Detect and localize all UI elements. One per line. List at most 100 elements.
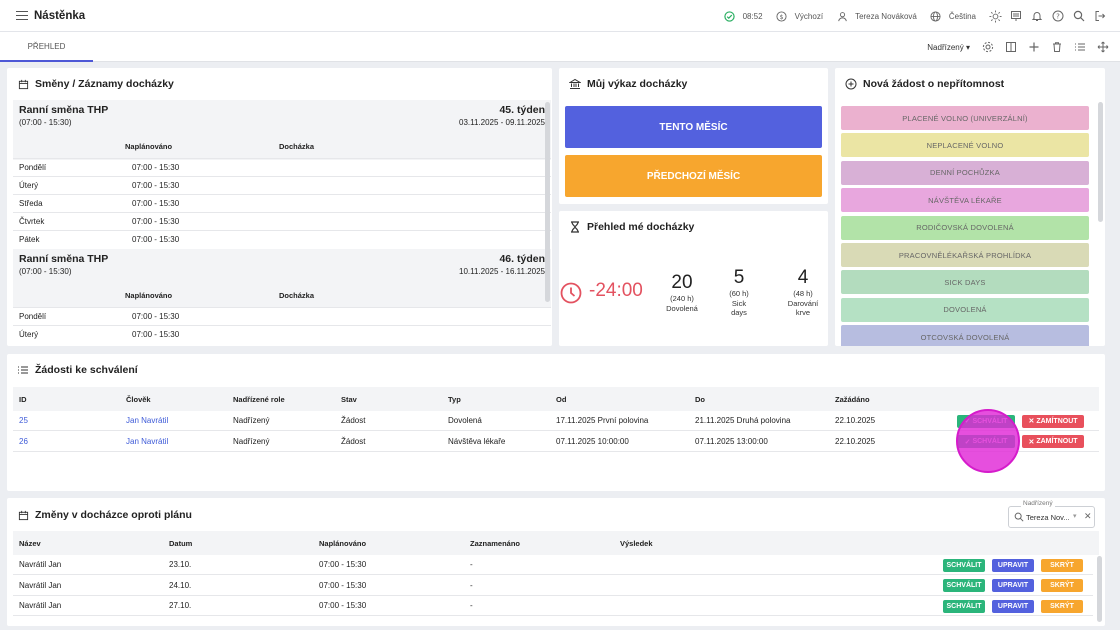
hide-button[interactable]: SKRÝT	[1041, 599, 1083, 613]
col-requested: Zažádáno	[835, 394, 870, 404]
absence-type-button[interactable]: PRACOVNĚLÉKAŘSKÁ PROHLÍDKA	[841, 243, 1089, 267]
day-planned: 07:00 - 15:30	[132, 330, 180, 339]
reject-button[interactable]: ✕ ZAMÍTNOUT	[1022, 414, 1084, 428]
bank-icon	[569, 78, 581, 90]
supervisor-filter[interactable]: Nadřízený Tereza Nov... ▾ ✕	[1008, 500, 1095, 528]
bell-icon[interactable]	[1029, 8, 1045, 24]
hourglass-icon	[569, 221, 581, 233]
request-type: Dovolená	[448, 416, 482, 425]
hide-button[interactable]: SKRÝT	[1041, 558, 1083, 572]
request-person[interactable]: Jan Navrátil	[126, 436, 169, 446]
col-recorded: Zaznamenáno	[470, 538, 521, 548]
hide-button[interactable]: SKRÝT	[1041, 579, 1083, 592]
col-date: Datum	[169, 538, 193, 548]
card-title: Přehled mé docházky	[587, 221, 695, 233]
globe-icon	[928, 8, 944, 24]
day-planned: 07:00 - 15:30	[132, 217, 180, 226]
change-planned: 07:00 - 15:30	[319, 560, 367, 569]
change-date: 23.10.	[169, 560, 192, 569]
table-header: ID Člověk Nadřízené role Stav Typ Od Do …	[13, 387, 1099, 411]
col-state: Stav	[341, 394, 357, 404]
absence-type-button[interactable]: RODIČOVSKÁ DOVOLENÁ	[841, 215, 1089, 240]
language-selector[interactable]: Čeština	[948, 11, 976, 21]
list-icon	[17, 364, 29, 376]
day-planned: 07:00 - 15:30	[132, 163, 180, 172]
approve-button[interactable]: SCHVÁLIT	[943, 579, 985, 592]
balance-hours: (240 h)	[670, 293, 694, 303]
layout-icon[interactable]	[1002, 38, 1020, 56]
col-attendance: Docházka	[279, 142, 315, 151]
absence-type-button[interactable]: NEPLACENÉ VOLNO	[841, 133, 1089, 158]
balance-label: Darování krve	[787, 298, 819, 318]
absence-type-button[interactable]: NÁVŠTĚVA LÉKAŘE	[841, 188, 1089, 213]
reject-label: ZAMÍTNOUT	[1036, 417, 1078, 425]
role-selector-label: Nadřízený	[927, 42, 964, 52]
table-row: 25 Jan Navrátil Nadřízený Žádost Dovolená 17.…	[13, 411, 1099, 431]
search-icon	[1014, 512, 1024, 524]
request-from: 17.11.2025 První polovina	[556, 416, 649, 425]
col-from: Od	[556, 394, 567, 404]
approve-button[interactable]: SCHVÁLIT	[943, 558, 985, 572]
help-icon[interactable]: ?	[1050, 8, 1066, 24]
currency-selector[interactable]: Výchozí	[794, 11, 824, 21]
request-state: Žádost	[341, 436, 366, 446]
request-person[interactable]: Jan Navrátil	[126, 416, 169, 425]
sun-icon[interactable]	[987, 8, 1003, 24]
table-row: Čtvrtek 07:00 - 15:30	[13, 212, 551, 230]
change-planned: 07:00 - 15:30	[319, 580, 367, 590]
table-row: Navrátil Jan 27.10. 07:00 - 15:30 - SCHVÁLIT…	[13, 596, 1093, 616]
balance-item: 5 (60 h) Sick days	[721, 267, 757, 318]
news-icon[interactable]	[1008, 8, 1024, 24]
calendar-icon	[17, 78, 29, 90]
reject-button[interactable]: ✕ ZAMÍTNOUT	[1022, 435, 1084, 448]
filter-value: Tereza Nov...	[1026, 513, 1070, 522]
clear-icon[interactable]: ✕	[1084, 511, 1092, 521]
previous-month-button[interactable]: PŘEDCHOZÍ MĚSÍC	[565, 155, 822, 197]
role-selector[interactable]: Nadřízený ▾	[927, 42, 970, 52]
table-row: Pondělí 07:00 - 15:30	[13, 158, 551, 176]
move-icon[interactable]	[1094, 38, 1112, 56]
request-id[interactable]: 26	[19, 436, 28, 446]
scrollbar[interactable]	[545, 102, 550, 302]
scrollbar[interactable]	[1097, 556, 1102, 622]
add-icon[interactable]	[1025, 38, 1043, 56]
request-from: 07.11.2025 10:00:00	[556, 436, 629, 446]
table-row: Pondělí 07:00 - 15:30	[13, 307, 551, 325]
absence-type-button[interactable]: SICK DAYS	[841, 270, 1089, 295]
request-id[interactable]: 25	[19, 416, 28, 425]
svg-text:?: ?	[1056, 13, 1060, 21]
day-name: Čtvrtek	[19, 217, 45, 226]
absence-type-button[interactable]: OTCOVSKÁ DOVOLENÁ	[841, 325, 1089, 346]
request-role: Nadřízený	[233, 436, 270, 446]
approve-button[interactable]: SCHVÁLIT	[943, 599, 985, 613]
day-planned: 07:00 - 15:30	[132, 199, 180, 208]
edit-button[interactable]: UPRAVIT	[992, 579, 1034, 592]
search-icon[interactable]	[1071, 8, 1087, 24]
scrollbar[interactable]	[1098, 102, 1103, 222]
this-month-button[interactable]: TENTO MĚSÍC	[565, 106, 822, 148]
day-table: Pondělí 07:00 - 15:30 Úterý 07:00 - 15:30 …	[13, 158, 551, 248]
trash-icon[interactable]	[1048, 38, 1066, 56]
menu-icon[interactable]	[16, 8, 28, 23]
change-date: 24.10.	[169, 580, 192, 590]
table-row: Úterý 07:00 - 15:30	[13, 176, 551, 194]
chevron-down-icon[interactable]: ▾	[1073, 513, 1077, 520]
absence-type-button[interactable]: DOVOLENÁ	[841, 297, 1089, 322]
check-circle-icon	[722, 8, 738, 24]
absence-type-button[interactable]: DENNÍ POCHŮZKA	[841, 160, 1089, 185]
card-title: Můj výkaz docházky	[587, 78, 688, 90]
user-name[interactable]: Tereza Nováková	[855, 11, 917, 21]
tab-overview[interactable]: PŘEHLED	[0, 32, 93, 62]
edit-button[interactable]: UPRAVIT	[992, 558, 1034, 572]
close-icon: ✕	[1028, 418, 1035, 425]
week-range: 03.11.2025 - 09.11.2025	[459, 118, 545, 127]
clock-time: 08:52	[742, 11, 763, 21]
list-icon[interactable]	[1071, 38, 1089, 56]
absence-type-button[interactable]: PLACENÉ VOLNO (UNIVERZÁLNÍ)	[841, 106, 1089, 130]
col-name: Název	[19, 538, 41, 548]
request-date: 22.10.2025	[835, 436, 876, 446]
logout-icon[interactable]	[1092, 8, 1108, 24]
cursor-highlight	[956, 409, 1020, 473]
edit-button[interactable]: UPRAVIT	[992, 599, 1034, 613]
settings-icon[interactable]	[979, 38, 997, 56]
